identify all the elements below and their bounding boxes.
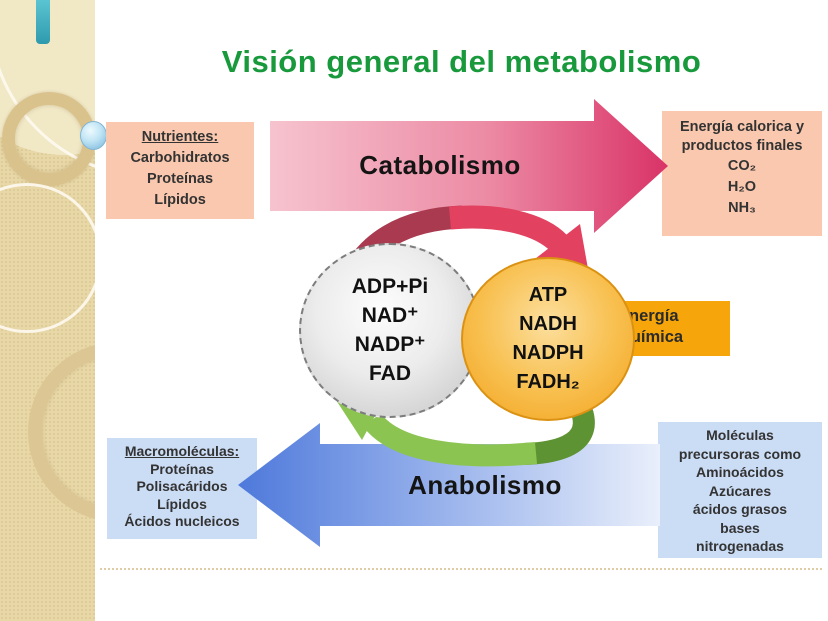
theme-accent-tab [36,0,50,44]
energia-quimica-line: Energía [618,307,679,325]
catabolismo-label: Catabolismo [359,150,521,180]
decorative-circle [0,183,95,333]
nutrientes-box: Nutrientes: Carbohidratos Proteínas Lípi… [106,122,254,219]
reduced-cofactors-text: ATP NADH NADPH FADH₂ [461,281,635,397]
moleculas-line: precursoras como [678,445,802,462]
macromoleculas-item: Proteínas [150,460,214,477]
bullet-sphere-icon [80,121,107,150]
energia-calorica-item: NH₃ [728,200,756,216]
energia-calorica-box: Energía calorica y productos finales CO₂… [662,111,822,236]
nutrientes-item: Proteínas [146,171,214,187]
macromoleculas-item: Lípidos [157,495,207,512]
anabolismo-label: Anabolismo [408,470,562,500]
cofactor-item: FAD [369,362,411,385]
cofactor-item: NADP⁺ [354,333,426,356]
cofactor-item: FADH₂ [516,371,580,393]
macromoleculas-box: Macromoléculas: Proteínas Polisacáridos … [107,438,257,539]
moleculas-line: Moléculas [706,427,774,443]
nutrientes-item: Carbohidratos [130,150,230,166]
decorative-ring [28,342,95,522]
moleculas-line: Aminoácidos [696,464,784,480]
moleculas-line: ácidos grasos [692,501,788,517]
moleculas-line: nitrogenadas [696,538,784,554]
macromoleculas-item: Polisacáridos [136,478,228,494]
nutrientes-heading: Nutrientes: [141,129,219,145]
cofactor-item: NADPH [512,342,584,364]
cofactor-item: ADP+Pi [351,275,429,298]
macromoleculas-heading: Macromoléculas: [124,443,240,459]
red-cycle-arrow [449,205,572,255]
moleculas-line: bases [720,519,760,536]
oxidized-cofactors-text: ADP+Pi NAD⁺ NADP⁺ FAD [299,272,481,388]
moleculas-precursoras-box: Moléculas precursoras como Aminoácidos A… [658,422,822,558]
cofactor-item: ATP [528,284,568,306]
oxidized-cofactors-circle [299,243,481,418]
energia-calorica-heading: productos finales [681,138,803,154]
theme-sidebar [0,0,95,621]
dotted-divider [100,568,822,570]
nutrientes-item: Lípidos [154,192,206,208]
cofactor-item: NAD⁺ [361,304,419,327]
page-title: Visión general del metabolismo [221,44,702,79]
energia-calorica-item: H₂O [727,179,757,195]
energia-calorica-heading: Energía calorica y [679,119,805,135]
green-cycle-arrow [363,412,538,467]
cofactor-item: NADH [519,313,577,335]
macromoleculas-item: Ácidos nucleicos [124,513,240,529]
moleculas-line: Azúcares [708,482,772,499]
energia-calorica-item: CO₂ [727,158,757,174]
reduced-cofactors-circle [461,257,635,421]
